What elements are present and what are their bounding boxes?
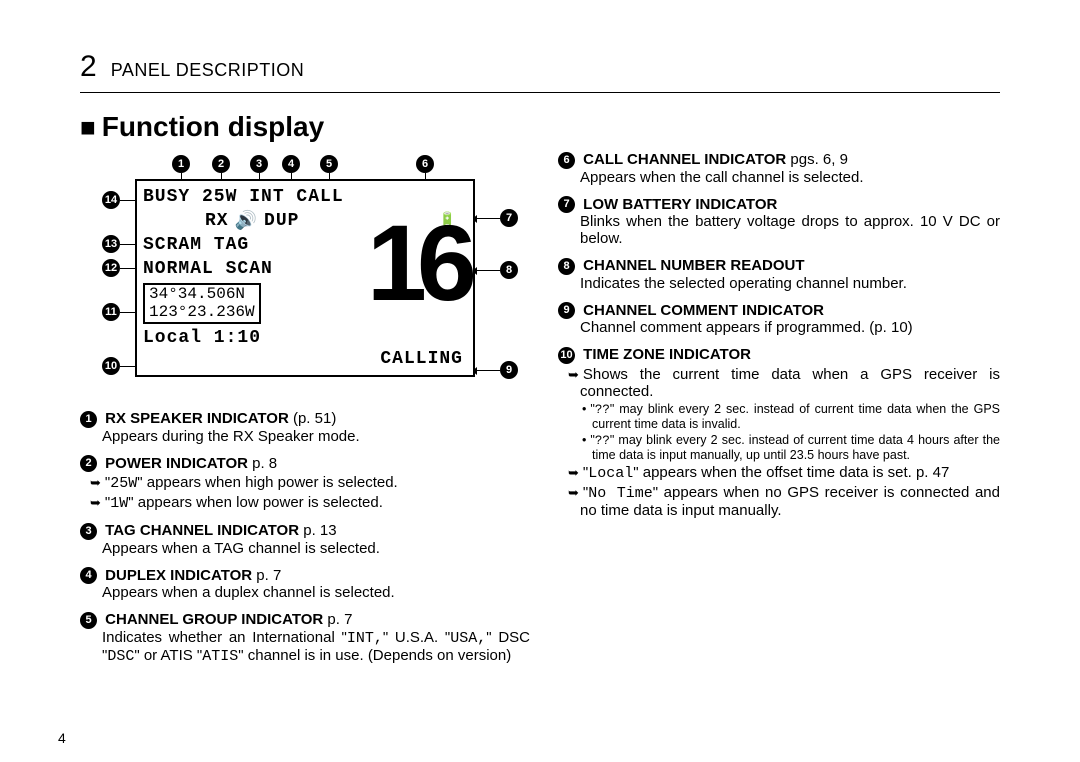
desc-item-4: 4 DUPLEX INDICATOR p. 7Appears when a du… [80, 567, 530, 602]
lcd-figure: 123456 1413121110 789 BUSY 25W INT CALL … [80, 151, 530, 396]
callout-4: 4 [282, 155, 300, 173]
desc-item-10: 10 TIME ZONE INDICATORShows the current … [558, 346, 1000, 519]
item-number-icon: 1 [80, 411, 97, 428]
leader-line [477, 270, 500, 271]
item-number-icon: 5 [80, 612, 97, 629]
callout-3: 3 [250, 155, 268, 173]
item-number-icon: 2 [80, 455, 97, 472]
item-number-icon: 9 [558, 302, 575, 319]
lcd-gps-lat: 34°34.506N [149, 286, 255, 304]
page-header: 2 PANEL DESCRIPTION [80, 50, 1000, 84]
lcd-screen: BUSY 25W INT CALL RX🔊 DUP 🔋 SCRAM TAG NO… [135, 179, 475, 377]
lcd-calling: CALLING [380, 349, 463, 369]
callout-7: 7 [500, 209, 518, 227]
desc-item-8: 8 CHANNEL NUMBER READOUTIndicates the se… [558, 257, 1000, 292]
callout-12: 12 [102, 259, 120, 277]
callout-5: 5 [320, 155, 338, 173]
page-number: 4 [58, 730, 66, 746]
desc-item-5: 5 CHANNEL GROUP INDICATOR p. 7Indicates … [80, 611, 530, 665]
lcd-channel-number: 16 [367, 217, 467, 309]
chapter-title: PANEL DESCRIPTION [111, 60, 305, 81]
callout-8: 8 [500, 261, 518, 279]
lcd-row-local: Local 1:10 [143, 326, 467, 350]
item-number-icon: 3 [80, 523, 97, 540]
lcd-gps-lon: 123°23.236W [149, 304, 255, 322]
callout-1: 1 [172, 155, 190, 173]
header-rule [80, 92, 1000, 93]
callout-11: 11 [102, 303, 120, 321]
desc-item-3: 3 TAG CHANNEL INDICATOR p. 13Appears whe… [80, 522, 530, 557]
item-number-icon: 8 [558, 258, 575, 275]
desc-item-9: 9 CHANNEL COMMENT INDICATORChannel comme… [558, 302, 1000, 337]
item-number-icon: 10 [558, 347, 575, 364]
leader-line [477, 218, 500, 219]
lcd-gps-box: 34°34.506N 123°23.236W [143, 283, 261, 324]
desc-item-2: 2 POWER INDICATOR p. 8"25W" appears when… [80, 455, 530, 513]
desc-item-6: 6 CALL CHANNEL INDICATOR pgs. 6, 9Appear… [558, 151, 1000, 186]
callout-9: 9 [500, 361, 518, 379]
desc-item-7: 7 LOW BATTERY INDICATORBlinks when the b… [558, 196, 1000, 248]
desc-item-1: 1 RX SPEAKER INDICATOR (p. 51)Appears du… [80, 410, 530, 445]
section-title: ■Function display [80, 111, 1000, 143]
item-number-icon: 7 [558, 196, 575, 213]
chapter-number: 2 [80, 50, 97, 84]
left-item-list: 1 RX SPEAKER INDICATOR (p. 51)Appears du… [80, 410, 530, 665]
section-bullet-icon: ■ [80, 112, 96, 142]
item-number-icon: 6 [558, 152, 575, 169]
callout-6: 6 [416, 155, 434, 173]
callout-2: 2 [212, 155, 230, 173]
right-item-list: 6 CALL CHANNEL INDICATOR pgs. 6, 9Appear… [558, 151, 1000, 675]
item-number-icon: 4 [80, 567, 97, 584]
speaker-icon: 🔊 [235, 210, 258, 232]
callout-10: 10 [102, 357, 120, 375]
leader-line [477, 370, 500, 371]
callout-13: 13 [102, 235, 120, 253]
callout-14: 14 [102, 191, 120, 209]
